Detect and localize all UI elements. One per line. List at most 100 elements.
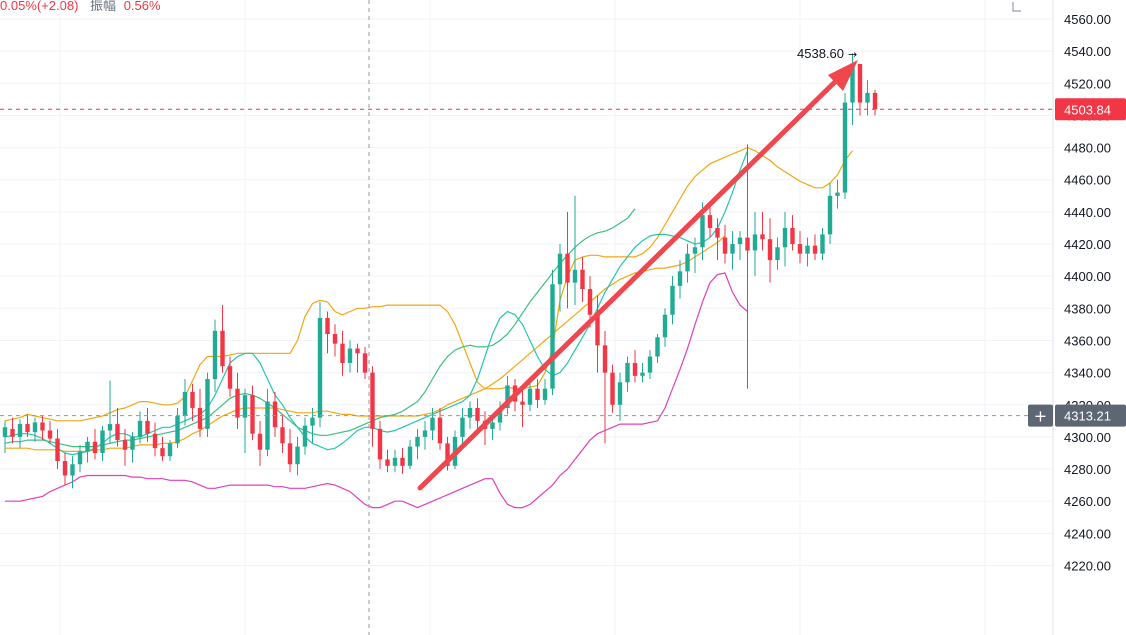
candle-body xyxy=(685,253,690,272)
price-tick-label: 4480.00 xyxy=(1064,141,1111,156)
candle xyxy=(152,422,158,457)
crosshair-plus-button[interactable] xyxy=(1028,404,1053,427)
candle-body xyxy=(212,330,218,380)
candle-body xyxy=(730,244,735,254)
candle xyxy=(460,407,465,444)
high-price-arrow: → xyxy=(848,48,857,61)
price-tick-label: 4420.00 xyxy=(1064,237,1111,252)
candle xyxy=(385,449,390,473)
change-text: 0.05%(+2.08) xyxy=(0,0,79,13)
candle-body xyxy=(857,64,863,103)
candle-body xyxy=(70,464,75,476)
candle-body xyxy=(505,385,510,408)
candle xyxy=(662,308,668,347)
candle xyxy=(760,211,765,251)
candle-body xyxy=(430,417,435,431)
candle xyxy=(115,407,120,447)
candle xyxy=(857,64,863,116)
candle-body xyxy=(325,317,330,335)
candle-body xyxy=(542,388,548,400)
candle-body xyxy=(797,244,803,254)
candle xyxy=(550,269,555,396)
candle-body xyxy=(850,64,855,103)
price-tick-label: 4520.00 xyxy=(1064,76,1111,91)
candle xyxy=(752,211,758,277)
candle xyxy=(842,92,848,200)
candle xyxy=(505,375,510,415)
candle xyxy=(542,379,548,405)
candle xyxy=(767,218,773,283)
candle xyxy=(400,448,405,474)
candle-body xyxy=(812,245,818,254)
candle-body xyxy=(175,416,180,444)
candle-body xyxy=(77,451,83,465)
candle xyxy=(10,417,15,444)
candle xyxy=(377,420,383,470)
candle xyxy=(430,407,435,441)
candle-body xyxy=(722,237,728,254)
candle xyxy=(2,420,8,453)
candle xyxy=(40,416,45,441)
candle-body xyxy=(242,395,248,418)
candle-body xyxy=(107,424,113,431)
candle-body xyxy=(340,343,345,363)
candle xyxy=(655,334,660,363)
candle-body xyxy=(235,388,240,418)
candle xyxy=(212,319,218,392)
candle xyxy=(707,202,713,238)
trend-arrow-head xyxy=(828,60,858,91)
candle-body xyxy=(790,227,795,245)
candle xyxy=(370,366,375,447)
last-price-badge xyxy=(1055,98,1126,121)
candle-body xyxy=(355,348,360,354)
candle xyxy=(340,330,345,376)
candle xyxy=(865,80,870,116)
candle xyxy=(145,407,150,442)
candle-body xyxy=(17,424,23,437)
candle xyxy=(595,295,600,373)
candle-body xyxy=(392,457,398,466)
fullscreen-icon[interactable] xyxy=(1008,0,1030,14)
candle xyxy=(325,311,330,354)
candle xyxy=(250,385,255,441)
candle xyxy=(415,428,420,460)
candle-body xyxy=(2,427,8,437)
candle-body xyxy=(572,269,578,283)
candle-body xyxy=(700,215,705,248)
candle xyxy=(347,340,353,373)
candle-body xyxy=(775,247,780,261)
candle xyxy=(122,428,128,466)
candle-body xyxy=(190,391,195,408)
candle-body xyxy=(565,253,570,283)
candle-body xyxy=(467,407,473,418)
candle-body xyxy=(670,285,675,315)
candle-body xyxy=(437,417,443,444)
candle-body xyxy=(257,433,263,450)
price-tick-label: 4440.00 xyxy=(1064,205,1111,220)
candle xyxy=(730,231,735,270)
candle xyxy=(467,401,473,429)
candle-body xyxy=(662,314,668,338)
candle xyxy=(62,452,68,486)
candle xyxy=(745,144,750,389)
candle xyxy=(670,276,675,325)
candle xyxy=(287,428,293,473)
candle-body xyxy=(182,391,188,417)
candle-body xyxy=(535,388,540,400)
candle xyxy=(167,440,173,462)
price-tick-label: 4240.00 xyxy=(1064,526,1111,541)
crosshair-price-badge xyxy=(1055,404,1126,427)
candle-body xyxy=(527,388,533,405)
candle-body xyxy=(332,334,338,344)
candle-body xyxy=(655,337,660,357)
candle xyxy=(580,256,585,302)
candle-body xyxy=(692,247,698,254)
candle xyxy=(610,364,615,413)
candle-body xyxy=(122,440,128,450)
candle xyxy=(872,89,878,116)
candle-body xyxy=(362,353,368,373)
candle xyxy=(70,456,75,489)
candle xyxy=(692,237,698,273)
